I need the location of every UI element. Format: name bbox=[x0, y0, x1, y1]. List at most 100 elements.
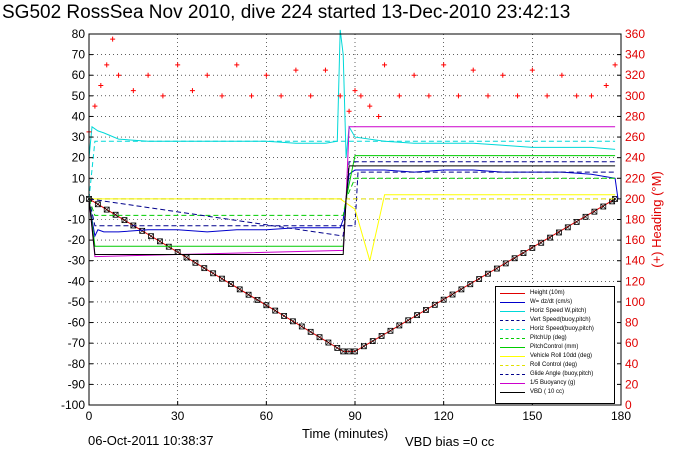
height-marker-cross bbox=[609, 198, 615, 205]
height-marker-cross bbox=[361, 343, 367, 349]
legend-label: Vert Speed(buoy,pitch) bbox=[530, 317, 591, 323]
height-marker bbox=[502, 260, 509, 267]
series-line-glide-angle-buoy-pitch- bbox=[88, 161, 616, 237]
y-right-tick-label: 360 bbox=[625, 27, 645, 41]
height-marker-cross bbox=[95, 201, 101, 207]
series-line-horiz-speed-buoy-pitch- bbox=[88, 140, 616, 199]
legend-swatch bbox=[500, 320, 525, 321]
legend-swatch bbox=[500, 347, 525, 348]
heading-point bbox=[612, 62, 618, 68]
heading-point bbox=[544, 93, 550, 99]
legend-swatch bbox=[500, 311, 525, 312]
legend-swatch bbox=[500, 356, 525, 357]
height-marker bbox=[103, 206, 110, 213]
series-line-vert-speed-buoy-pitch- bbox=[88, 171, 616, 227]
heading-point bbox=[515, 93, 521, 99]
height-marker bbox=[272, 307, 279, 314]
legend-item: Vehicle Roll 10dd (deg) bbox=[496, 352, 614, 361]
height-marker bbox=[493, 265, 500, 272]
heading-point bbox=[426, 93, 432, 99]
series-line-pitchcontrol-mm- bbox=[88, 155, 616, 247]
height-marker-cross bbox=[511, 255, 518, 261]
heading-point bbox=[110, 36, 116, 42]
legend-label: Horiz Speed W,pitch) bbox=[530, 308, 587, 314]
heading-point bbox=[234, 62, 240, 68]
x-tick-label: 60 bbox=[260, 409, 274, 423]
heading-point bbox=[308, 93, 314, 99]
height-marker bbox=[325, 339, 332, 346]
height-marker bbox=[334, 345, 341, 351]
height-marker-cross bbox=[432, 302, 438, 308]
height-marker-cross bbox=[290, 318, 296, 325]
series-line-vehicle-roll-10dd-deg- bbox=[89, 194, 616, 261]
heading-point bbox=[346, 108, 352, 114]
legend-label: W= dz/dt (cm/s) bbox=[530, 299, 573, 305]
heading-point bbox=[322, 67, 328, 73]
height-marker bbox=[458, 286, 465, 293]
heading-point bbox=[175, 62, 181, 68]
chart-title: SG502 RossSea Nov 2010, dive 224 started… bbox=[2, 2, 571, 23]
heading-point bbox=[92, 103, 98, 109]
height-marker-cross bbox=[307, 329, 314, 335]
y-left-tick-label: 60 bbox=[72, 68, 86, 82]
legend-label: Glide Angle (buoy,pitch) bbox=[530, 371, 594, 377]
legend-item: Glide Angle (buoy,pitch) bbox=[496, 370, 614, 379]
series-line-1-5-buoyancy-g- bbox=[88, 126, 616, 258]
height-marker bbox=[414, 312, 420, 319]
chart-legend: Height (10m) W= dz/dt (cm/s) Horiz Speed W… bbox=[495, 286, 615, 404]
y-left-tick-label: 50 bbox=[72, 89, 86, 103]
height-marker-cross bbox=[612, 196, 618, 202]
height-marker-cross bbox=[600, 203, 606, 210]
legend-item: Height (10m) bbox=[496, 289, 614, 298]
heading-point bbox=[130, 88, 136, 94]
height-marker bbox=[431, 301, 438, 308]
y-left-tick-label: -60 bbox=[68, 316, 86, 330]
height-marker bbox=[192, 259, 199, 266]
height-marker bbox=[485, 270, 491, 277]
heading-point bbox=[358, 93, 364, 99]
height-marker bbox=[511, 255, 518, 262]
height-marker bbox=[396, 322, 403, 329]
legend-label: 1/5 Buoyancy (g) bbox=[530, 380, 576, 386]
height-marker bbox=[290, 318, 296, 325]
heading-point bbox=[529, 67, 535, 73]
legend-item: VBD ( 10 cc) bbox=[496, 388, 614, 397]
x-tick-label: 0 bbox=[86, 409, 93, 423]
height-marker bbox=[263, 302, 270, 309]
height-marker-cross bbox=[458, 286, 465, 293]
height-marker-cross bbox=[529, 245, 536, 251]
heading-point bbox=[376, 113, 382, 119]
height-marker-cross bbox=[565, 224, 571, 231]
heading-point bbox=[559, 72, 565, 78]
series-line-horiz-speed-w-pitch- bbox=[88, 29, 616, 158]
heading-point bbox=[603, 83, 609, 89]
legend-label: VBD ( 10 cc) bbox=[530, 389, 565, 395]
height-marker bbox=[449, 291, 456, 298]
height-marker bbox=[148, 233, 154, 240]
y-right-tick-label: 80 bbox=[625, 316, 639, 330]
height-marker-cross bbox=[352, 348, 358, 355]
heading-point bbox=[189, 88, 195, 94]
legend-item: Horiz Speed(buoy,pitch) bbox=[496, 325, 614, 334]
height-marker-cross bbox=[121, 217, 128, 223]
heading-point bbox=[249, 93, 255, 99]
y-left-tick-label: 70 bbox=[72, 48, 86, 62]
legend-label: Horiz Speed(buoy,pitch) bbox=[530, 326, 594, 332]
height-marker-cross bbox=[316, 334, 323, 340]
height-marker-cross bbox=[104, 206, 110, 213]
heading-point bbox=[411, 72, 417, 78]
y-right-tick-label: 120 bbox=[625, 274, 645, 288]
y-left-tick-label: -100 bbox=[61, 398, 85, 412]
y-left-tick-label: 10 bbox=[72, 171, 86, 185]
y-left-tick-label: 40 bbox=[72, 109, 86, 123]
height-marker-cross bbox=[157, 238, 163, 245]
height-marker-cross bbox=[245, 292, 252, 298]
heading-point bbox=[367, 103, 373, 109]
height-marker-cross bbox=[228, 281, 234, 287]
y-left-tick-label: -70 bbox=[68, 336, 86, 350]
height-marker bbox=[476, 276, 483, 282]
height-marker bbox=[281, 313, 287, 319]
x-tick-label: 90 bbox=[348, 409, 362, 423]
y-left-tick-label: -40 bbox=[68, 274, 86, 288]
height-marker-cross bbox=[405, 317, 411, 324]
